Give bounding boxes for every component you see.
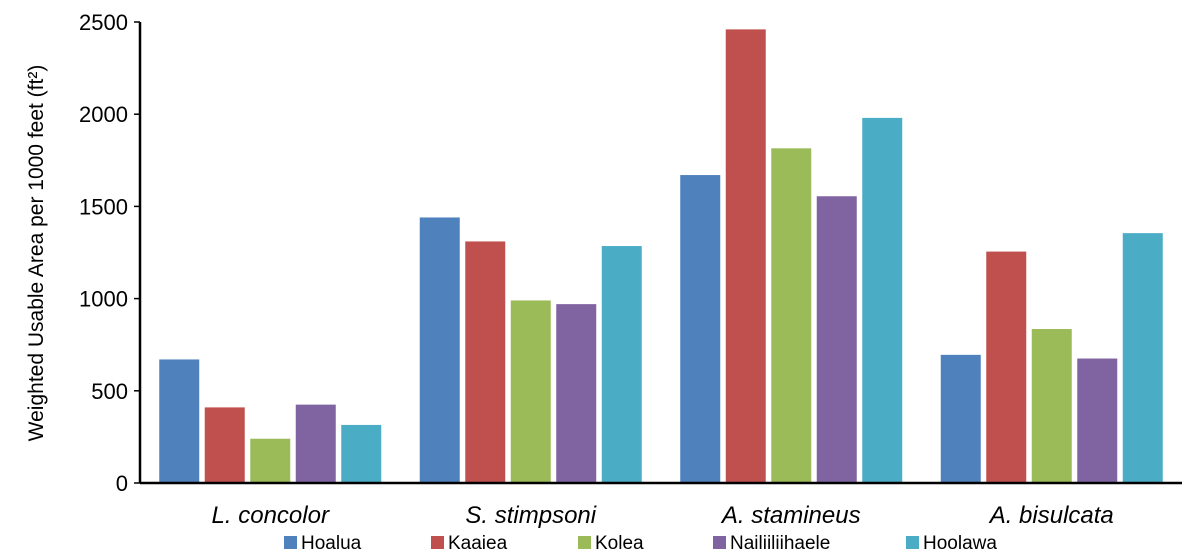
bar-kaaiea-1	[465, 241, 506, 483]
y-tick-label: 1000	[79, 287, 128, 312]
bars	[159, 29, 1163, 484]
category-label: S. stimpsoni	[465, 502, 596, 529]
bar-kaaiea-2	[725, 29, 766, 483]
legend-swatch	[578, 536, 591, 549]
bar-hoolawa-2	[862, 117, 903, 483]
bar-kolea-3	[1031, 329, 1072, 483]
legend-label: Kaaiea	[448, 533, 508, 554]
y-tick-label: 1500	[79, 194, 128, 219]
legend-swatch	[713, 536, 726, 549]
bar-kolea-0	[250, 438, 291, 483]
bar-kolea-1	[510, 300, 551, 483]
bar-hoolawa-3	[1122, 233, 1163, 483]
legend-label: Nailiiliihaele	[730, 533, 830, 554]
bar-kolea-2	[771, 148, 812, 483]
y-axis-label: Weighted Usable Area per 1000 feet (ft²)	[25, 65, 48, 442]
bar-hoalua-3	[940, 354, 981, 483]
legend-label: Kolea	[595, 533, 644, 554]
bar-hoalua-1	[419, 217, 460, 484]
legend: Hoalua Kaaiea Kolea Nailiiliihaele Hoolawa	[284, 533, 997, 554]
legend-swatch	[431, 536, 444, 549]
bar-hoolawa-1	[601, 246, 642, 483]
axes	[138, 22, 1182, 485]
category-label: A. stamineus	[720, 502, 861, 529]
bar-hoalua-2	[680, 175, 721, 483]
legend-label: Hoalua	[301, 533, 362, 554]
legend-swatch	[906, 536, 919, 549]
bar-hoalua-0	[159, 359, 200, 483]
y-tick-label: 0	[116, 471, 128, 496]
y-tick-label: 2500	[79, 10, 128, 35]
bar-nailiiliihaele-2	[816, 196, 857, 483]
y-tick-label: 2000	[79, 102, 128, 127]
category-label: A. bisulcata	[988, 502, 1114, 529]
bar-kaaiea-0	[204, 407, 245, 483]
legend-label: Hoolawa	[923, 533, 997, 554]
legend-swatch	[284, 536, 297, 549]
y-tick-label: 500	[91, 379, 128, 404]
bar-nailiiliihaele-0	[295, 404, 336, 483]
category-label: L. concolor	[212, 502, 330, 529]
bar-kaaiea-3	[986, 251, 1027, 483]
y-axis-ticks: 0 500 1000 1500 2000 2500	[79, 10, 140, 496]
bar-hoolawa-0	[341, 424, 382, 483]
bar-nailiiliihaele-1	[556, 304, 597, 483]
bar-nailiiliihaele-3	[1077, 358, 1118, 483]
category-labels: L. concolor S. stimpsoni A. stamineus A. bi…	[212, 502, 1114, 529]
